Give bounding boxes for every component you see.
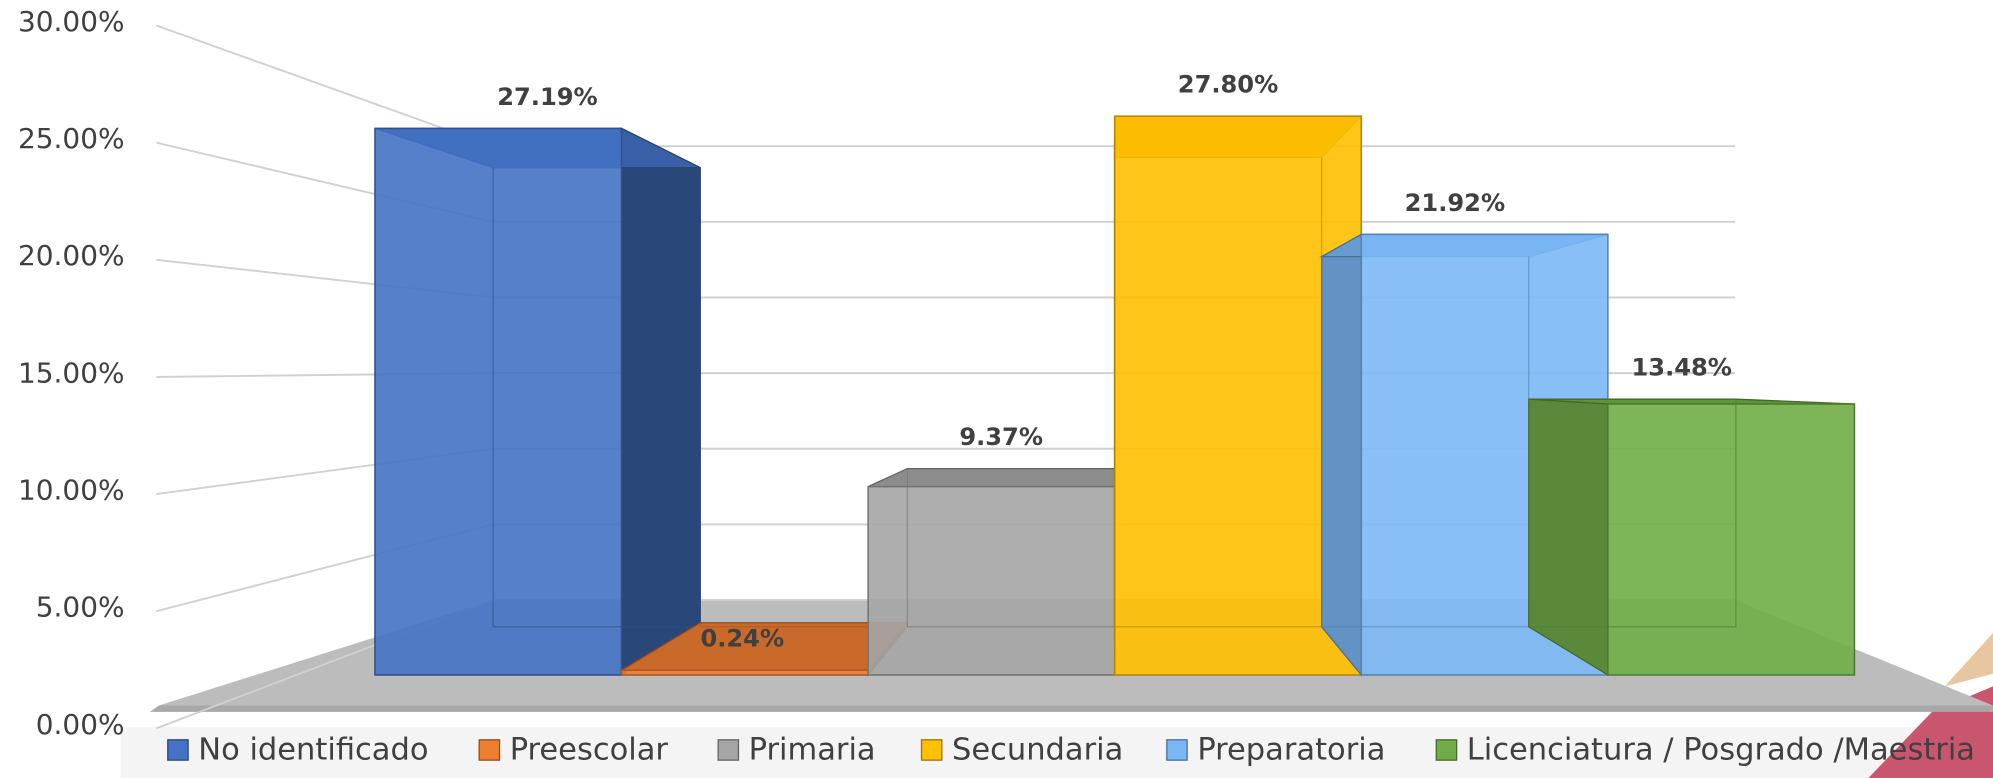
value-label: 9.37% xyxy=(959,423,1043,451)
legend-label: Licenciatura / Posgrado /Maestria xyxy=(1467,733,1975,768)
legend-swatch xyxy=(1435,739,1458,761)
bar-side xyxy=(1528,398,1609,677)
legend-label: Primaria xyxy=(749,733,876,768)
bar xyxy=(867,485,1116,676)
legend-label: Preescolar xyxy=(510,733,669,768)
bar-edge xyxy=(1528,399,1737,628)
y-tick-label: 25.00% xyxy=(18,122,125,155)
y-tick-label: 10.00% xyxy=(18,474,125,507)
value-label: 13.48% xyxy=(1632,354,1732,382)
value-label: 21.92% xyxy=(1405,189,1505,217)
bar xyxy=(620,669,869,676)
legend-label: Preparatoria xyxy=(1197,733,1385,768)
legend-swatch xyxy=(1166,739,1188,761)
legend-swatch xyxy=(167,739,189,761)
floor-front xyxy=(149,705,1993,712)
bar xyxy=(374,127,623,676)
bar xyxy=(1607,403,1856,676)
legend-swatch xyxy=(478,739,501,761)
value-label: 0.24% xyxy=(700,624,784,652)
grid-line xyxy=(156,24,494,148)
bar-top xyxy=(867,467,1116,488)
y-tick-label: 0.00% xyxy=(36,708,125,741)
legend-swatch xyxy=(920,739,943,761)
bar-side xyxy=(620,127,701,677)
plot-area: 0.00% 5.00% 10.00% 15.00% 20.00% 25.00% 30.00%… xyxy=(18,5,1993,741)
y-tick-label: 20.00% xyxy=(18,239,125,272)
value-label: 27.19% xyxy=(497,83,597,111)
decoration xyxy=(1944,633,1993,687)
legend-background xyxy=(120,727,1993,778)
bar-side xyxy=(1320,233,1362,677)
bar-edge xyxy=(492,167,701,628)
y-tick-label: 30.00% xyxy=(18,5,125,38)
y-tick-label: 15.00% xyxy=(18,356,125,389)
legend-swatch xyxy=(717,739,740,761)
value-label: 27.80% xyxy=(1178,71,1278,99)
y-tick-label: 5.00% xyxy=(36,591,125,624)
legend-label: Secundaria xyxy=(952,733,1123,768)
legend-label: No identificado xyxy=(198,733,428,768)
